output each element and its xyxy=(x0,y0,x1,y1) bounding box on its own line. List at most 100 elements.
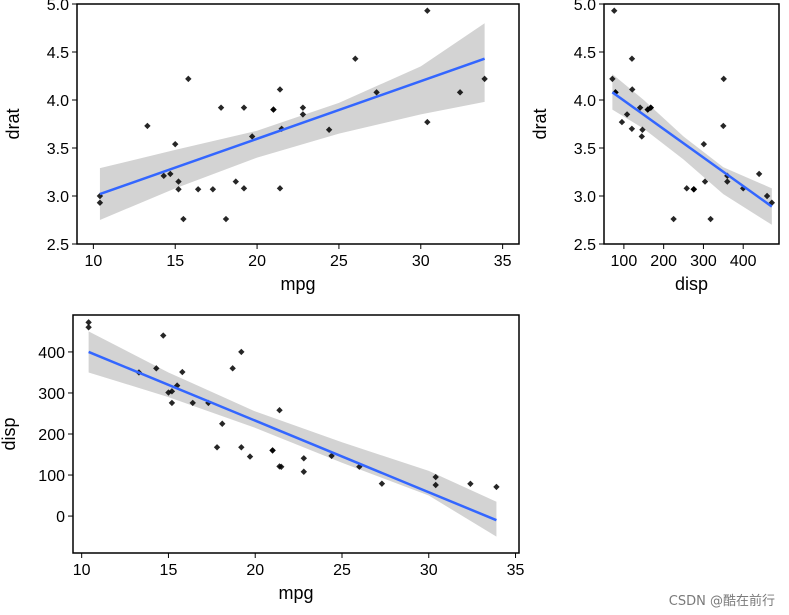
data-point xyxy=(493,483,500,491)
data-point xyxy=(670,215,677,223)
data-point xyxy=(276,463,283,470)
data-point xyxy=(432,473,439,481)
y-tick-label: 5.0 xyxy=(574,0,596,14)
y-tick-label: 3.5 xyxy=(47,141,69,158)
data-point xyxy=(238,444,245,451)
data-point xyxy=(378,480,386,487)
data-point xyxy=(299,104,307,111)
data-point xyxy=(238,348,245,356)
data-point xyxy=(189,399,196,407)
x-tick-label: 400 xyxy=(730,253,757,270)
data-point xyxy=(755,170,763,178)
data-point xyxy=(683,185,690,192)
regression-line xyxy=(611,91,773,208)
panel-border xyxy=(603,3,780,245)
data-point xyxy=(85,324,92,331)
data-point xyxy=(299,111,307,118)
data-point xyxy=(325,126,333,133)
data-point xyxy=(456,89,464,96)
data-point xyxy=(85,319,92,326)
data-point xyxy=(175,178,182,185)
y-tick-label: 3.0 xyxy=(574,189,596,206)
data-point xyxy=(424,7,431,14)
data-point xyxy=(352,55,359,62)
data-point xyxy=(328,452,335,460)
data-point xyxy=(172,140,179,148)
data-point xyxy=(240,185,248,192)
data-point xyxy=(269,447,276,454)
x-axis-title: mpg xyxy=(278,583,313,603)
x-tick-label: 20 xyxy=(248,253,266,270)
y-tick-label: 5.0 xyxy=(47,0,69,14)
data-point xyxy=(229,365,236,372)
y-tick-label: 2.5 xyxy=(47,237,69,254)
data-point xyxy=(724,178,731,185)
x-tick-label: 100 xyxy=(611,253,638,270)
data-point xyxy=(240,104,248,111)
y-tick-label: 200 xyxy=(38,427,65,444)
data-point xyxy=(740,185,747,192)
data-point xyxy=(647,104,654,111)
data-point xyxy=(276,86,284,93)
data-point xyxy=(153,365,160,372)
data-point xyxy=(432,481,439,489)
x-axis-title: mpg xyxy=(280,274,315,294)
x-tick-label: 200 xyxy=(650,253,677,270)
data-point xyxy=(180,215,187,223)
data-point xyxy=(300,455,308,462)
x-tick-label: 10 xyxy=(84,253,102,270)
data-point xyxy=(167,170,174,178)
data-point xyxy=(720,75,727,83)
x-tick-label: 10 xyxy=(73,562,91,579)
x-axis-title: disp xyxy=(675,274,708,294)
data-point xyxy=(636,104,644,111)
y-axis-title: drat xyxy=(3,108,23,139)
data-point xyxy=(270,106,277,113)
data-point xyxy=(612,89,619,96)
y-tick-label: 400 xyxy=(38,345,65,362)
data-point xyxy=(276,185,284,192)
data-point xyxy=(639,126,646,133)
data-point xyxy=(768,199,776,206)
data-point xyxy=(628,55,636,62)
x-tick-label: 15 xyxy=(166,253,184,270)
data-point xyxy=(467,480,474,487)
data-point xyxy=(248,133,256,140)
data-point xyxy=(300,468,308,475)
data-point xyxy=(96,192,104,200)
confidence-band xyxy=(88,331,497,537)
x-tick-label: 35 xyxy=(507,562,525,579)
data-point xyxy=(179,368,186,376)
data-point xyxy=(168,399,176,407)
data-point xyxy=(160,172,167,180)
data-point xyxy=(213,444,221,451)
data-point xyxy=(763,192,771,200)
data-point xyxy=(609,75,616,83)
data-point xyxy=(623,111,631,118)
data-point xyxy=(165,389,172,396)
x-tick-label: 30 xyxy=(420,562,438,579)
y-tick-label: 300 xyxy=(38,386,65,403)
y-tick-label: 4.0 xyxy=(47,93,69,110)
x-tick-label: 25 xyxy=(333,562,351,579)
x-tick-label: 35 xyxy=(494,253,512,270)
data-point xyxy=(481,75,488,83)
data-point xyxy=(373,89,380,96)
confidence-band xyxy=(99,23,485,221)
data-point xyxy=(629,86,636,93)
y-tick-label: 4.5 xyxy=(574,45,596,62)
data-point xyxy=(611,7,618,14)
data-point xyxy=(246,453,254,460)
regression-line xyxy=(88,350,497,522)
y-axis-title: disp xyxy=(0,417,19,450)
watermark: CSDN @酷在前行 xyxy=(668,594,775,609)
data-point xyxy=(175,186,182,193)
data-point xyxy=(222,215,230,223)
y-tick-label: 3.5 xyxy=(574,141,596,158)
data-point xyxy=(209,186,217,193)
panel-border xyxy=(76,3,520,245)
x-tick-label: 15 xyxy=(160,562,178,579)
data-point xyxy=(720,122,727,130)
y-axis-title: drat xyxy=(530,108,550,139)
